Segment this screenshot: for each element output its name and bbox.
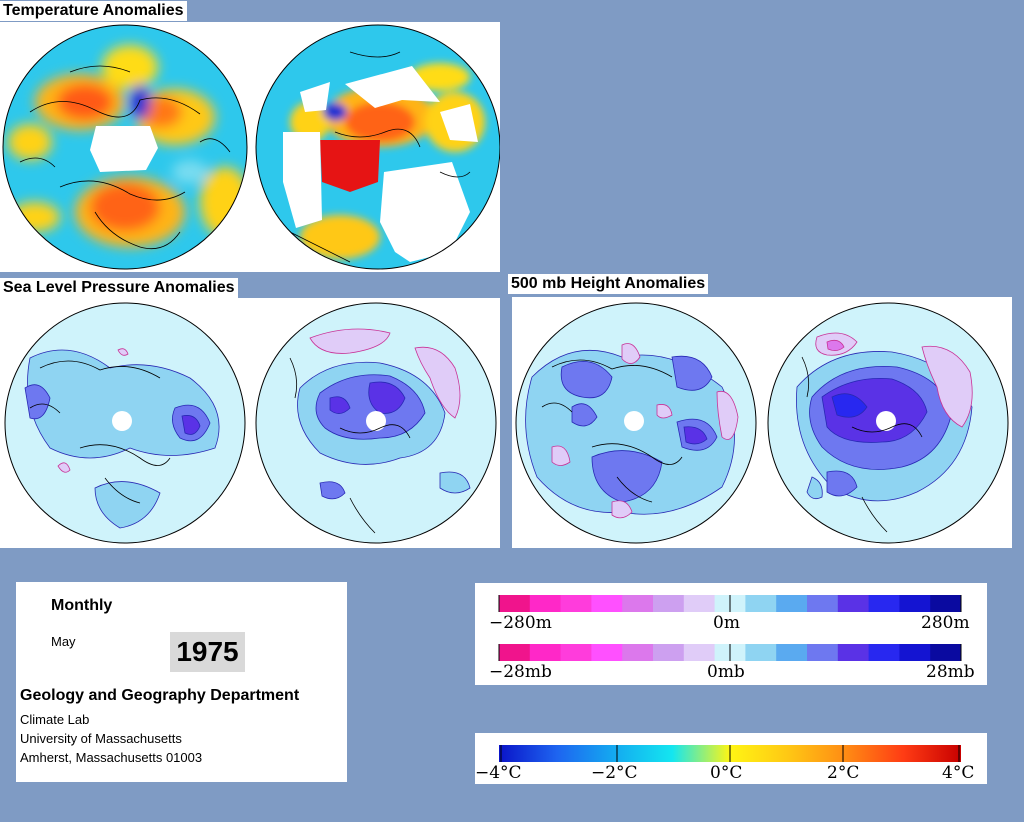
hbar-swatch [683,595,716,612]
height-500mb-maps-panel [512,297,1012,548]
pbar-swatch [930,644,962,661]
slp-maps-panel [0,298,500,548]
height-colorbar [499,595,962,612]
pbar-swatch [899,644,931,661]
hbar-swatch [837,595,870,612]
hbar-swatch [776,595,808,612]
hbar-swatch [807,595,839,612]
pressure-colorbar [499,644,962,661]
temperature-anomalies-title: Temperature Anomalies [0,1,187,21]
slp-map-south [256,303,496,543]
height-tick-min: −280m [489,613,552,633]
pbar-swatch [529,644,562,661]
pbar-swatch [499,644,531,661]
address-label: Amherst, Massachusetts 01003 [20,750,203,765]
slp-anomalies-title: Sea Level Pressure Anomalies [0,278,238,298]
pbar-swatch [622,644,654,661]
period-label: Monthly [51,597,113,614]
department-label: Geology and Geography Department [20,687,300,704]
hbar-swatch [745,595,777,612]
temperature-tick-minus2: −2°C [591,763,638,783]
height-500mb-map-south [768,303,1008,543]
pbar-swatch [653,644,685,661]
hbar-swatch [560,595,592,612]
info-box: Monthly May 1975 Geology and Geography D… [16,582,347,782]
hbar-swatch [930,595,962,612]
hbar-swatch [899,595,931,612]
year-badge: 1975 [170,632,245,672]
height-tick-marks [498,595,962,612]
temperature-maps-panel [0,22,500,272]
height-tick-max: 280m [921,613,970,633]
pbar-swatch [591,644,623,661]
hbar-swatch [868,595,900,612]
temperature-tick-zero: 0°C [710,763,742,783]
height-pressure-legend: −280m 0m 280m −28mb 0mb 28mb [475,583,987,685]
pbar-swatch [683,644,716,661]
pbar-swatch [560,644,592,661]
pressure-tick-zero: 0mb [707,662,745,682]
temperature-map-south [256,25,500,269]
temperature-tick-marks [500,745,960,762]
pressure-tick-min: −28mb [489,662,552,682]
pbar-swatch [868,644,900,661]
hbar-swatch [591,595,623,612]
pbar-swatch [745,644,777,661]
hbar-swatch [622,595,654,612]
hbar-swatch [529,595,562,612]
height-tick-zero: 0m [713,613,740,633]
pbar-swatch [837,644,870,661]
temperature-legend: −4°C −2°C 0°C 2°C 4°C [475,733,987,784]
month-label: May [51,634,76,649]
lab-label: Climate Lab [20,712,90,727]
pressure-tick-max: 28mb [926,662,975,682]
pbar-swatch [807,644,839,661]
pbar-swatch [776,644,808,661]
hbar-swatch [653,595,685,612]
university-label: University of Massachusetts [20,731,182,746]
pressure-tick-marks [498,644,962,661]
slp-map-north [5,303,245,543]
temperature-tick-plus2: 2°C [827,763,859,783]
height-500mb-map-north [516,303,756,543]
hbar-swatch [499,595,531,612]
temperature-map-north [3,25,247,269]
temperature-tick-plus4: 4°C [942,763,974,783]
temperature-tick-minus4: −4°C [475,763,522,783]
height-500mb-anomalies-title: 500 mb Height Anomalies [508,274,709,294]
